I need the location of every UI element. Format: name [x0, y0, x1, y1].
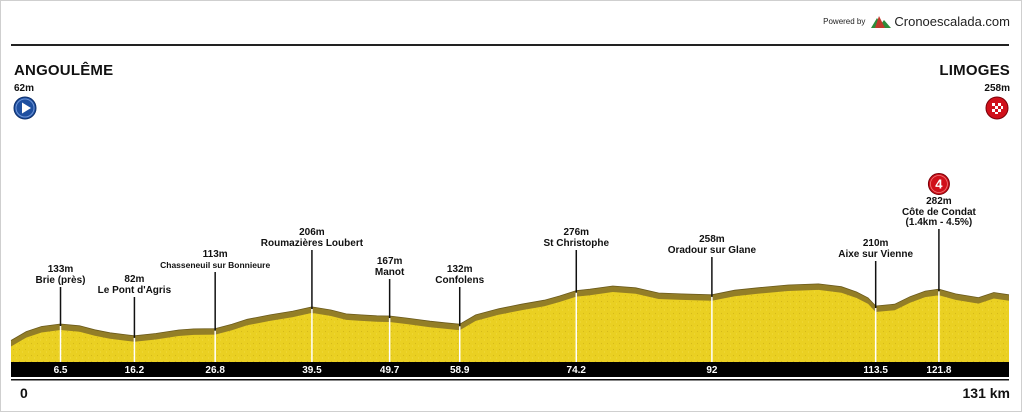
marker-km-label: 121.8 — [926, 365, 951, 376]
marker-altitude: 133m — [48, 264, 74, 275]
marker-altitude: 113m — [203, 249, 228, 260]
finish-city-name: LIMOGES — [939, 62, 1010, 79]
header-rule — [11, 44, 1009, 46]
marker-altitude: 282m — [926, 196, 952, 207]
marker-name: Chasseneuil sur Bonnieure — [160, 260, 270, 270]
marker-altitude: 206m — [299, 227, 325, 238]
marker-km-label: 74.2 — [567, 365, 587, 376]
finish-altitude: 258m — [984, 83, 1010, 94]
profile-outline — [10, 283, 1010, 341]
climb-badge-ring — [930, 175, 948, 193]
profile-texture — [11, 283, 1009, 362]
logo-text: Cronoescalada.com — [894, 14, 1010, 29]
play-circle-icon — [13, 96, 37, 120]
marker-name: Brie (près) — [36, 275, 86, 286]
marker-altitude: 167m — [377, 256, 403, 267]
powered-by-label: Powered by — [823, 17, 866, 26]
start-altitude: 62m — [14, 83, 35, 94]
climb-category-badge — [927, 173, 950, 195]
marker-altitude: 276m — [563, 227, 589, 238]
axis-end-label: 131 km — [962, 385, 1010, 401]
marker-km-label: 49.7 — [380, 365, 400, 376]
baseline-rule — [11, 379, 1009, 381]
marker-km-label: 113.5 — [863, 365, 888, 376]
marker-name: Aixe sur Vienne — [838, 249, 913, 260]
mountain-logo-icon — [871, 15, 892, 28]
marker-altitude: 258m — [699, 234, 725, 245]
marker-km-label: 16.2 — [125, 365, 145, 376]
marker-altitude: 210m — [863, 238, 889, 249]
marker-name: St Christophe — [543, 238, 609, 249]
marker-name: Le Pont d'Agris — [98, 285, 172, 296]
marker-altitude: 132m — [447, 264, 473, 275]
marker-name: Confolens — [435, 275, 484, 286]
marker-name: Manot — [375, 267, 405, 278]
marker-km-label: 26.8 — [205, 365, 225, 376]
marker-km-label: 6.5 — [54, 365, 68, 376]
marker-km-label: 92 — [706, 365, 718, 376]
climb-category-number: 4 — [935, 177, 943, 192]
marker-name-detail: (1.4km - 4.5%) — [906, 217, 973, 228]
marker-name: Roumazières Loubert — [261, 238, 364, 249]
marker-name: Oradour sur Glane — [668, 245, 757, 256]
axis-start-label: 0 — [20, 385, 28, 401]
start-city-name: ANGOULÊME — [14, 62, 114, 79]
marker-altitude: 82m — [124, 274, 144, 285]
km-band — [11, 362, 1009, 377]
marker-km-label: 58.9 — [450, 365, 470, 376]
checkered-flag-icon — [985, 96, 1009, 120]
branding[interactable]: Powered by Cronoescalada.com — [823, 14, 1010, 29]
marker-km-label: 39.5 — [302, 365, 322, 376]
marker-name: Côte de Condat — [902, 207, 977, 218]
